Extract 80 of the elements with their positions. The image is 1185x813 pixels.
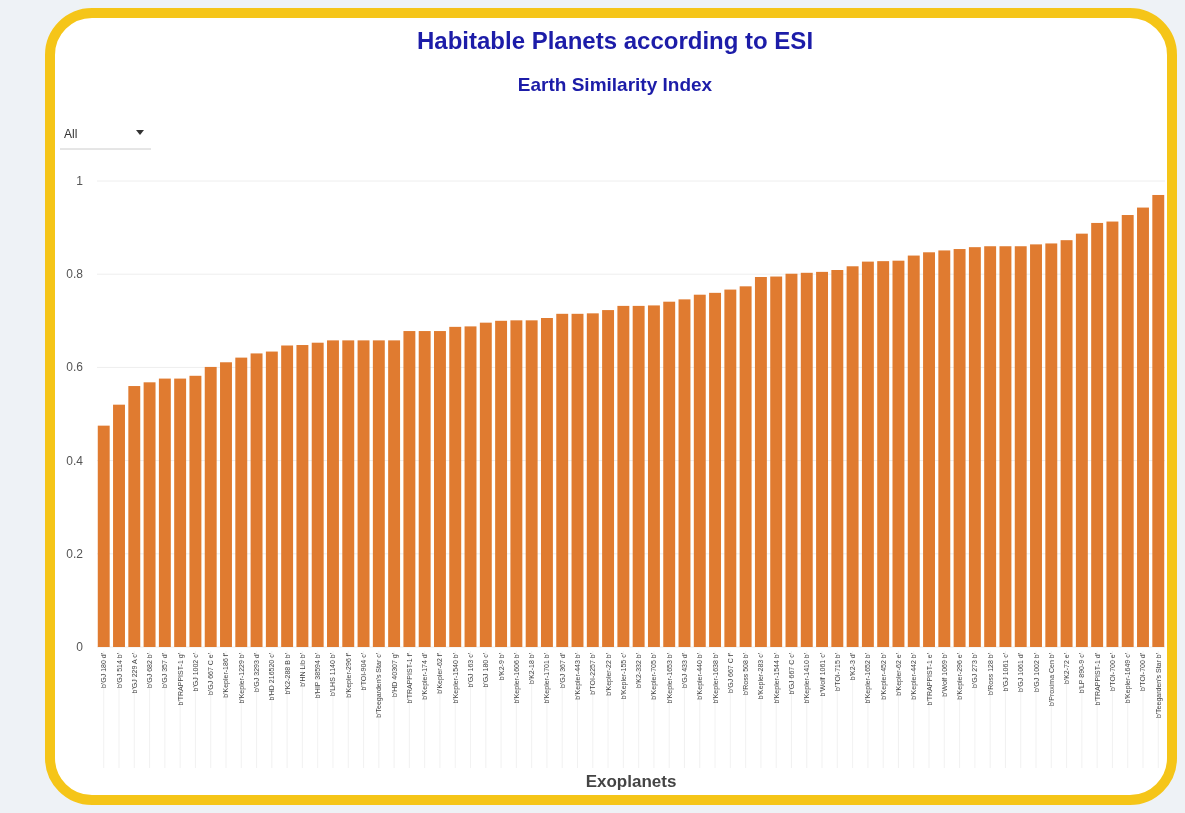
bar xyxy=(892,260,905,647)
bar xyxy=(571,313,584,647)
bar xyxy=(281,345,294,647)
bar xyxy=(1106,221,1119,647)
bar xyxy=(128,386,141,647)
y-tick-label: 1 xyxy=(76,174,84,188)
bar xyxy=(403,331,416,647)
bar xyxy=(647,305,660,647)
bar xyxy=(1137,207,1149,647)
bar xyxy=(602,310,615,647)
bar xyxy=(877,261,890,647)
bar xyxy=(632,305,645,647)
bar xyxy=(174,378,187,647)
bar xyxy=(617,305,630,647)
bar xyxy=(189,375,202,647)
bar xyxy=(113,404,125,647)
bar xyxy=(846,266,859,647)
bar xyxy=(770,276,783,647)
bar xyxy=(449,326,462,647)
bar xyxy=(540,318,553,647)
bar xyxy=(1030,244,1042,647)
y-tick-label: 0.4 xyxy=(66,453,84,468)
bar xyxy=(800,272,813,647)
bar xyxy=(372,340,385,647)
bar xyxy=(235,357,248,647)
bar xyxy=(923,252,935,647)
bar xyxy=(1014,246,1027,647)
bar xyxy=(556,313,569,647)
bar xyxy=(311,342,324,647)
y-tick-label: 0.8 xyxy=(66,267,84,282)
bar xyxy=(327,340,339,647)
bar xyxy=(418,331,431,647)
bar xyxy=(342,340,355,647)
y-tick-label: 0.2 xyxy=(66,546,84,561)
bar xyxy=(97,425,110,647)
bar xyxy=(479,322,492,647)
bar xyxy=(831,270,844,647)
bar xyxy=(296,345,309,647)
bar xyxy=(265,351,278,647)
bar xyxy=(953,249,966,647)
y-tick-label: 0.6 xyxy=(66,360,84,375)
bar xyxy=(861,261,874,647)
bar xyxy=(1091,222,1104,647)
bar xyxy=(693,294,706,647)
bar xyxy=(709,292,722,647)
chart-subtitle: Earth Similarity Index xyxy=(517,74,713,95)
bar xyxy=(724,289,737,647)
chart-title: Habitable Planets according to ESI xyxy=(416,27,814,54)
bar xyxy=(464,326,477,647)
bar xyxy=(907,255,920,647)
bar xyxy=(938,250,951,647)
bar xyxy=(785,273,798,647)
bar xyxy=(143,382,156,647)
bar xyxy=(1075,233,1088,647)
bar xyxy=(220,362,232,647)
x-axis-title: Exoplanets xyxy=(585,772,677,791)
bar xyxy=(158,378,171,647)
bar xyxy=(1045,243,1058,647)
bar xyxy=(388,340,401,647)
bar xyxy=(525,320,538,647)
dropdown-field: All xyxy=(59,127,152,150)
bar xyxy=(999,246,1012,647)
bar xyxy=(678,299,691,647)
bar xyxy=(586,313,599,647)
bar xyxy=(754,277,767,647)
bar xyxy=(984,246,997,647)
bar xyxy=(1152,194,1165,647)
bar xyxy=(250,353,263,647)
y-tick-label: 0 xyxy=(76,640,84,654)
bar xyxy=(1060,240,1073,647)
bar xyxy=(495,320,508,647)
bar xyxy=(968,247,981,647)
bar xyxy=(739,286,752,647)
bar xyxy=(816,271,828,647)
bar xyxy=(1121,215,1134,647)
bar xyxy=(663,301,676,647)
bar xyxy=(434,331,446,647)
bar xyxy=(510,320,523,647)
bar xyxy=(357,340,370,647)
bar xyxy=(204,366,217,647)
